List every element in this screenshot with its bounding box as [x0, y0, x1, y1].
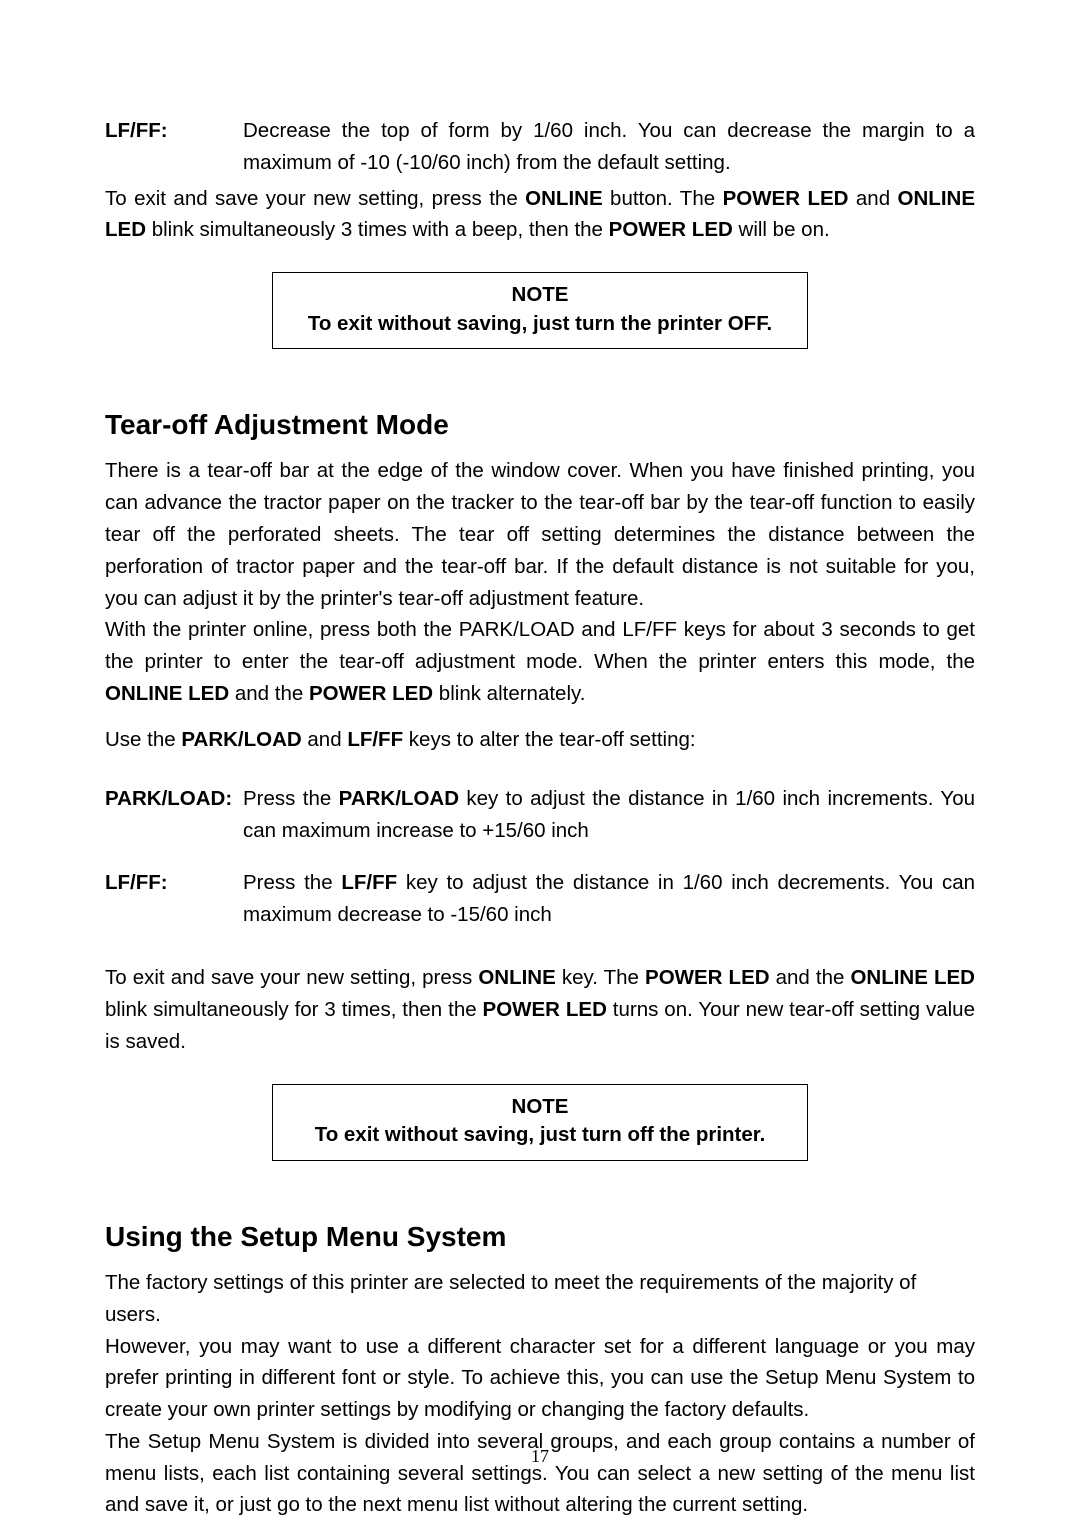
intro-exit-line2-prefix: blink simultaneously 3 times with a beep…: [146, 218, 609, 241]
section1-p2-b2: POWER LED: [309, 682, 433, 705]
section1-p2-suf: blink alternately.: [433, 682, 585, 705]
section1-p4-mid3: blink simultaneously for 3 times, then t…: [105, 998, 483, 1021]
section1-p3-mid: and: [302, 728, 348, 751]
section1-def1-text: Press the PARK/LOAD key to adjust the di…: [243, 783, 975, 847]
section2-p1: The factory settings of this printer are…: [105, 1267, 975, 1331]
intro-def-row: LF/FF: Decrease the top of form by 1/60 …: [105, 115, 975, 179]
section1-p4-b1: ONLINE: [478, 966, 555, 989]
section1-p2: With the printer online, press both the …: [105, 614, 975, 709]
note-box-2: NOTE To exit without saving, just turn o…: [272, 1084, 808, 1161]
section1-def1-b: PARK/LOAD: [339, 787, 459, 810]
intro-exit-b1: ONLINE: [525, 187, 602, 210]
page-number: 17: [0, 1446, 1080, 1467]
note2-body: To exit without saving, just turn off th…: [285, 1121, 795, 1150]
section1-def2-b: LF/FF: [341, 871, 397, 894]
section2-p2: However, you may want to use a different…: [105, 1331, 975, 1426]
spacer: [105, 851, 975, 867]
section1-def1-pre: Press the: [243, 787, 339, 810]
section1-p3-suf: keys to alter the tear-off setting:: [403, 728, 695, 751]
section2-heading: Using the Setup Menu System: [105, 1221, 975, 1253]
section1-def2-pre: Press the: [243, 871, 341, 894]
section1-def1-row: PARK/LOAD: Press the PARK/LOAD key to ad…: [105, 783, 975, 847]
spacer: [105, 755, 975, 783]
section1-p4-b2: POWER LED: [645, 966, 770, 989]
intro-exit-mid2: and: [848, 187, 897, 210]
section1-p1: There is a tear-off bar at the edge of t…: [105, 455, 975, 614]
intro-exit-b2: POWER LED: [723, 187, 849, 210]
intro-exit-mid1: button. The: [603, 187, 723, 210]
intro-exit-prefix: To exit and save your new setting, press…: [105, 187, 525, 210]
section1-p3-b1: PARK/LOAD: [181, 728, 301, 751]
section1-def2-text: Press the LF/FF key to adjust the distan…: [243, 867, 975, 931]
section1-def2-label: LF/FF:: [105, 867, 243, 931]
intro-exit-b4: POWER LED: [609, 218, 733, 241]
note1-body: To exit without saving, just turn the pr…: [285, 310, 795, 339]
section1-heading: Tear-off Adjustment Mode: [105, 409, 975, 441]
section1-p2-mid: and the: [229, 682, 309, 705]
note2-title: NOTE: [285, 1093, 795, 1122]
section2-p3: The Setup Menu System is divided into se…: [105, 1426, 975, 1521]
section1-p4-mid1: key. The: [556, 966, 645, 989]
section1-p3-b2: LF/FF: [347, 728, 403, 751]
section1-def1-label: PARK/LOAD:: [105, 783, 243, 847]
section1-p3-pre: Use the: [105, 728, 181, 751]
section1-p3: Use the PARK/LOAD and LF/FF keys to alte…: [105, 724, 975, 756]
intro-exit-line2-suffix: will be on.: [733, 218, 830, 241]
section1-p4-b4: POWER LED: [483, 998, 607, 1021]
spacer: [105, 710, 975, 724]
spacer: [105, 934, 975, 962]
section1-p4: To exit and save your new setting, press…: [105, 962, 975, 1057]
intro-def-label: LF/FF:: [105, 115, 243, 179]
section1-p2-pre: With the printer online, press both the …: [105, 618, 975, 673]
section1-p4-mid2: and the: [770, 966, 851, 989]
section1-p4-b3: ONLINE LED: [850, 966, 975, 989]
note-box-1: NOTE To exit without saving, just turn t…: [272, 272, 808, 349]
note1-title: NOTE: [285, 281, 795, 310]
section1-p2-b1: ONLINE LED: [105, 682, 229, 705]
intro-exit-paragraph: To exit and save your new setting, press…: [105, 183, 975, 247]
section1-def2-row: LF/FF: Press the LF/FF key to adjust the…: [105, 867, 975, 931]
section1-p4-pre: To exit and save your new setting, press: [105, 966, 478, 989]
document-page: LF/FF: Decrease the top of form by 1/60 …: [0, 0, 1080, 1527]
intro-def-text: Decrease the top of form by 1/60 inch. Y…: [243, 115, 975, 179]
